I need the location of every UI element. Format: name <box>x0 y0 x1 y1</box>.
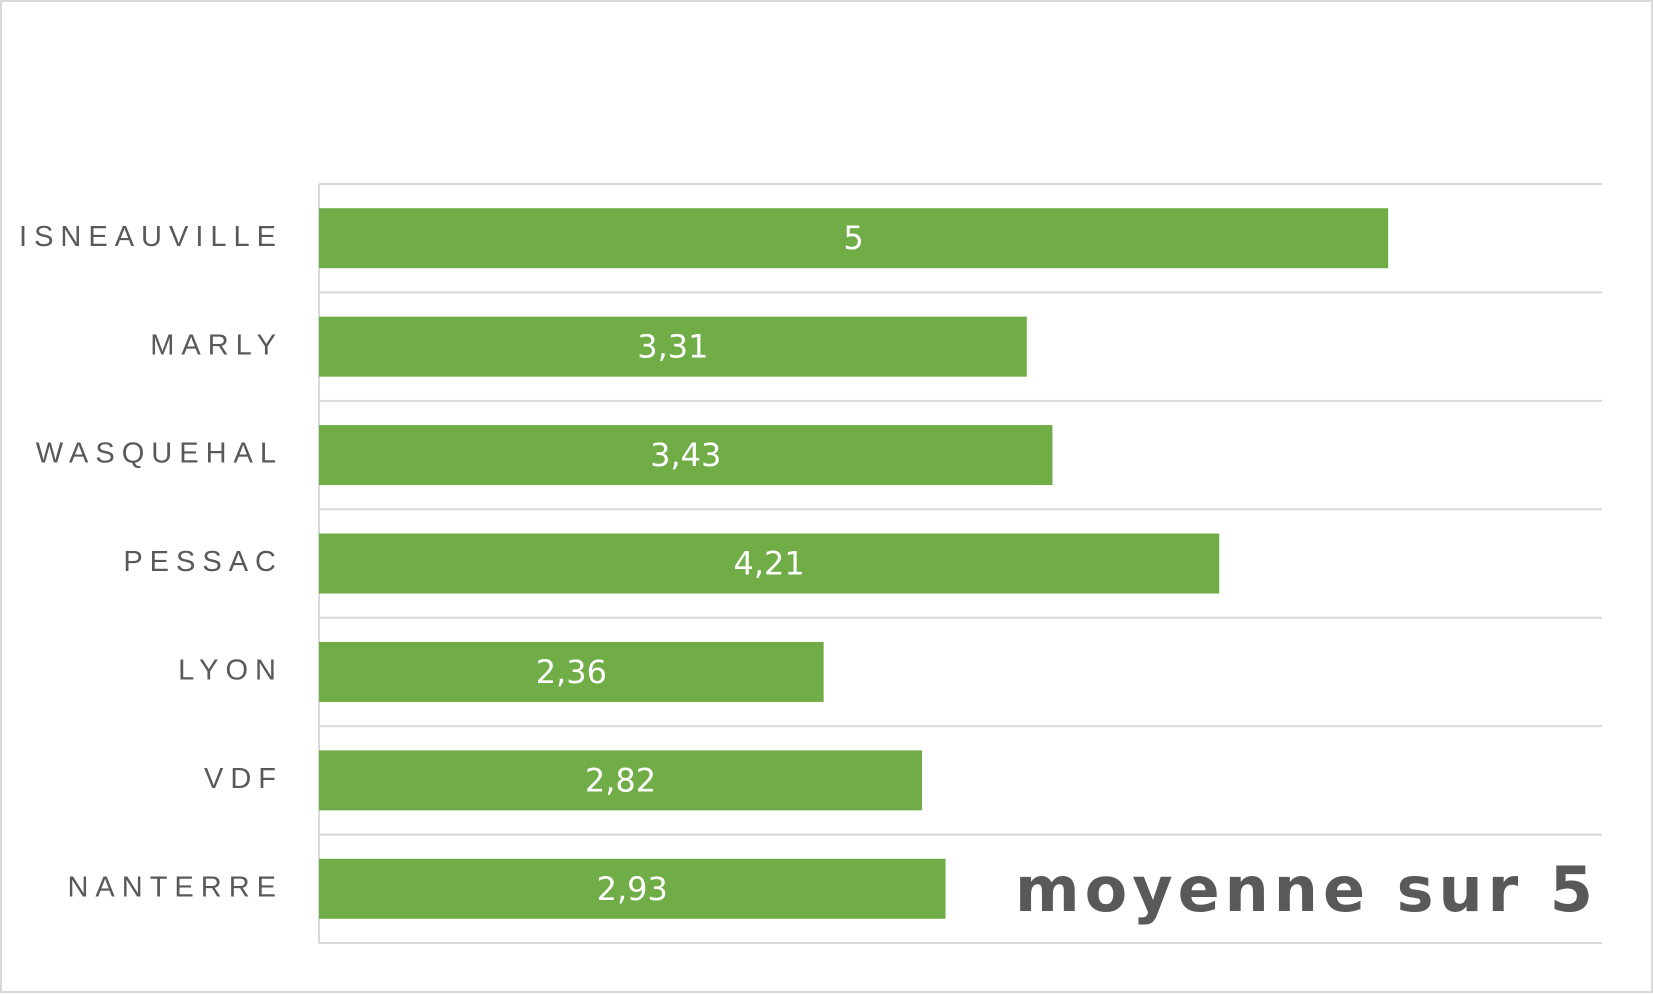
category-label: LYON <box>178 655 283 687</box>
data-label: 2,36 <box>536 653 607 691</box>
data-label: 2,82 <box>585 761 656 799</box>
data-labels: 5 3,31 3,43 4,21 2,36 2,82 2,93 <box>536 219 864 908</box>
category-label: ISNEAUVILLE <box>19 221 283 253</box>
bar-marly <box>319 316 1027 377</box>
data-label: 3,31 <box>637 328 708 366</box>
category-label: VDF <box>204 763 283 795</box>
bar-nanterre <box>319 858 946 919</box>
data-label: 5 <box>843 219 863 257</box>
category-labels: ISNEAUVILLE MARLY WASQUEHAL PESSAC LYON VDF NA… <box>19 221 283 904</box>
grid-lines <box>319 183 1602 944</box>
chart-annotation: moyenne sur 5 <box>1015 853 1598 926</box>
data-label: 2,93 <box>597 870 668 908</box>
data-label: 3,43 <box>650 436 721 474</box>
bar-pessac <box>319 533 1220 594</box>
bar-isneauville <box>319 208 1389 269</box>
bar-wasquehal <box>319 425 1053 486</box>
data-label: 4,21 <box>733 545 804 583</box>
category-label: MARLY <box>150 329 283 361</box>
category-label: NANTERRE <box>67 871 283 903</box>
bar-vdf <box>319 750 923 811</box>
bars <box>319 208 1389 919</box>
bar-lyon <box>319 641 824 702</box>
category-label: PESSAC <box>123 546 283 578</box>
category-label: WASQUEHAL <box>36 438 283 470</box>
